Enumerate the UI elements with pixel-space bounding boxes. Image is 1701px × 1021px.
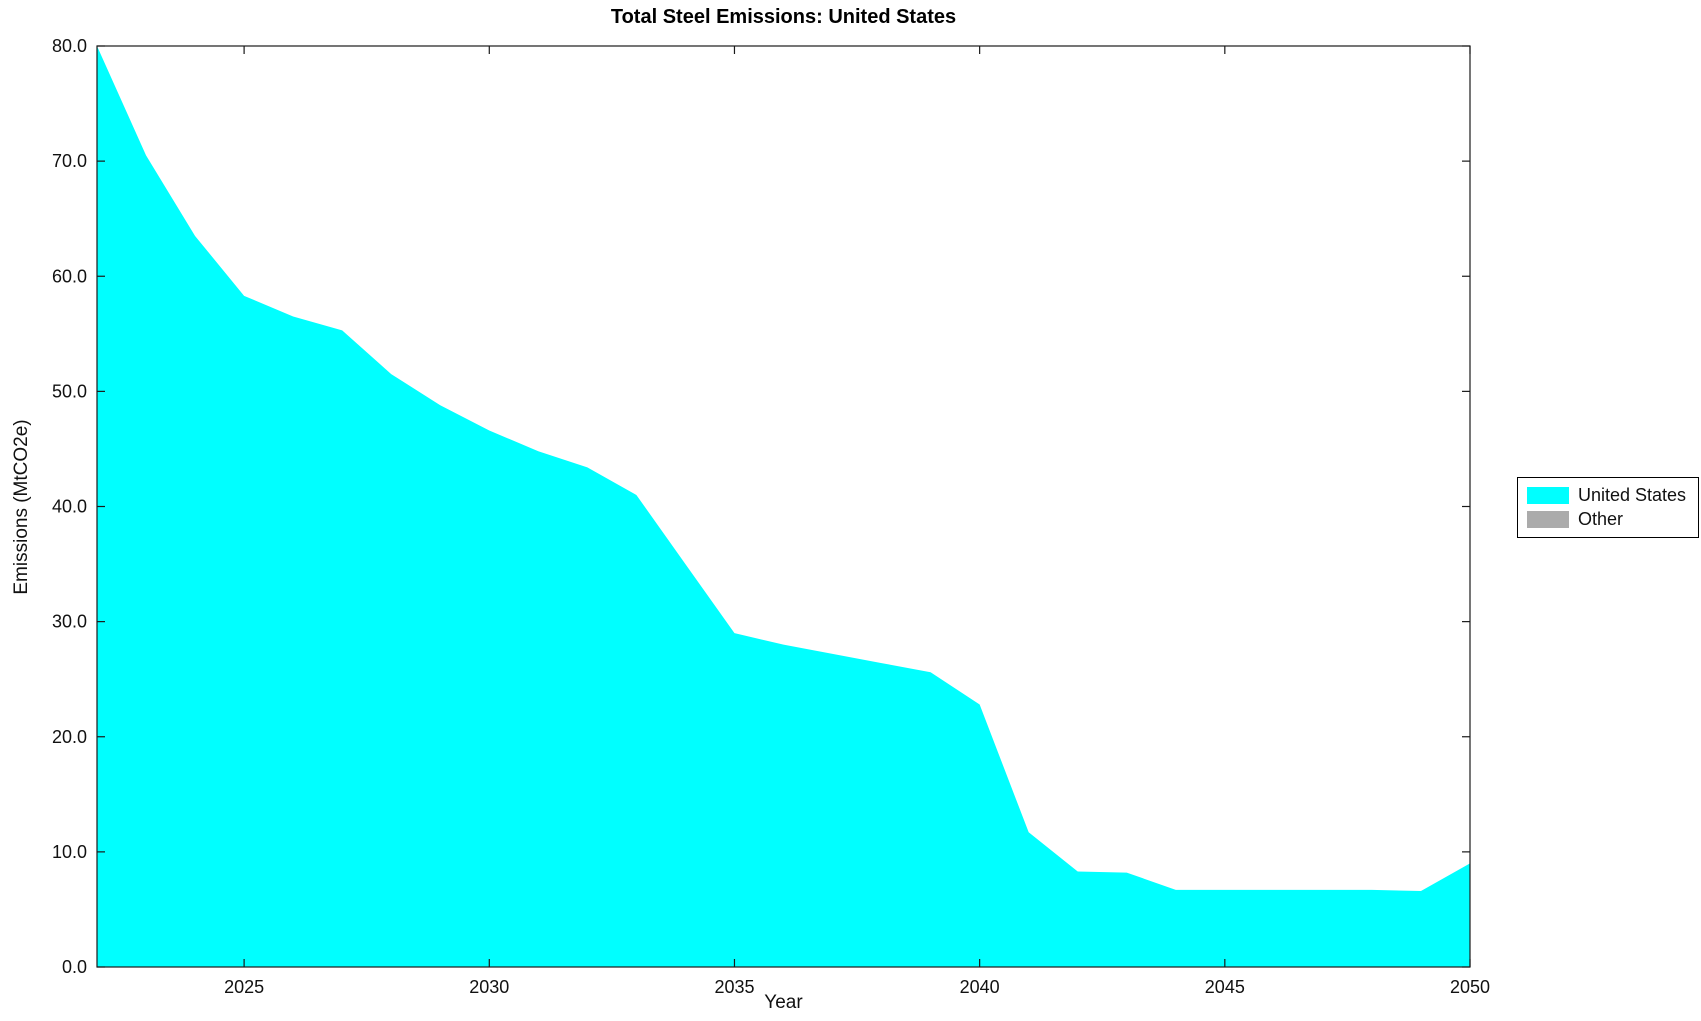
y-tick-label: 60.0 xyxy=(52,266,87,286)
y-tick-label: 80.0 xyxy=(52,36,87,56)
chart-title: Total Steel Emissions: United States xyxy=(610,6,957,28)
area-series-united-states xyxy=(97,46,1470,967)
y-tick-label: 30.0 xyxy=(52,612,87,632)
y-tick-label: 50.0 xyxy=(52,381,87,401)
y-tick-label: 70.0 xyxy=(52,151,87,171)
y-tick-label: 10.0 xyxy=(52,842,87,862)
y-tick-label: 20.0 xyxy=(52,727,87,747)
legend-label-united-states: United States xyxy=(1578,485,1687,505)
x-tick-label: 2030 xyxy=(469,977,509,997)
x-tick-label: 2045 xyxy=(1205,977,1245,997)
x-axis-label: Year xyxy=(764,992,803,1013)
legend-swatch-other xyxy=(1527,511,1569,528)
x-tick-label: 2040 xyxy=(960,977,1000,997)
y-tick-label: 40.0 xyxy=(52,497,87,517)
legend-item-united-states: United States xyxy=(1527,485,1686,506)
legend: United States Other xyxy=(1517,477,1700,538)
x-tick-label: 2025 xyxy=(224,977,264,997)
y-tick-label: 0.0 xyxy=(62,957,87,977)
legend-swatch-united-states xyxy=(1527,487,1569,504)
legend-label-other: Other xyxy=(1578,509,1624,529)
x-tick-label: 2035 xyxy=(714,977,754,997)
x-tick-label: 2050 xyxy=(1450,977,1490,997)
legend-item-other: Other xyxy=(1527,509,1686,530)
